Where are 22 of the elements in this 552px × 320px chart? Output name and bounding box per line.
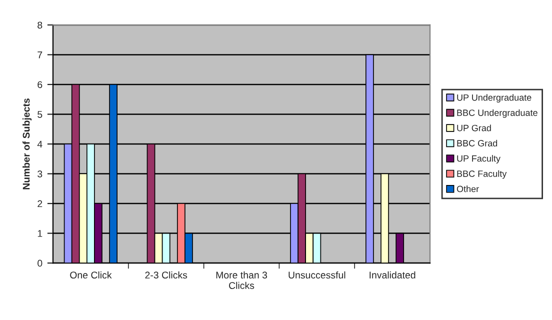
y-tick-label: 8 [38,22,42,29]
y-tick-label: 7 [38,52,42,58]
legend-label: UP Faculty [457,155,500,164]
y-tick-label: 3 [38,170,42,178]
x-tick-label: Invalidated [370,271,416,279]
y-axis-title: Number of Subjects [22,98,32,190]
legend-label: Other [456,186,479,192]
y-tick-label: 6 [38,81,42,88]
y-tick-label: 0 [38,260,42,267]
legend-label: UP Undergraduate [457,94,532,103]
x-tick-label: More than 3 Clicks [216,271,268,289]
legend-label: BBC Faculty [457,170,507,179]
y-tick-label: 2 [38,200,42,208]
legend-label: BBC Grad [457,140,498,146]
legend-label: UP Grad [457,124,491,132]
x-tick-label: 2-3 Clicks [145,271,188,279]
y-tick-label: 4 [37,140,42,148]
y-tick-label: 5 [38,111,42,118]
x-tick-label: Unsuccessful [288,271,346,279]
y-tick-label: 1 [38,230,42,237]
legend-label: BBC Undergraduate [457,109,538,118]
x-tick-label: One Click [70,271,112,279]
